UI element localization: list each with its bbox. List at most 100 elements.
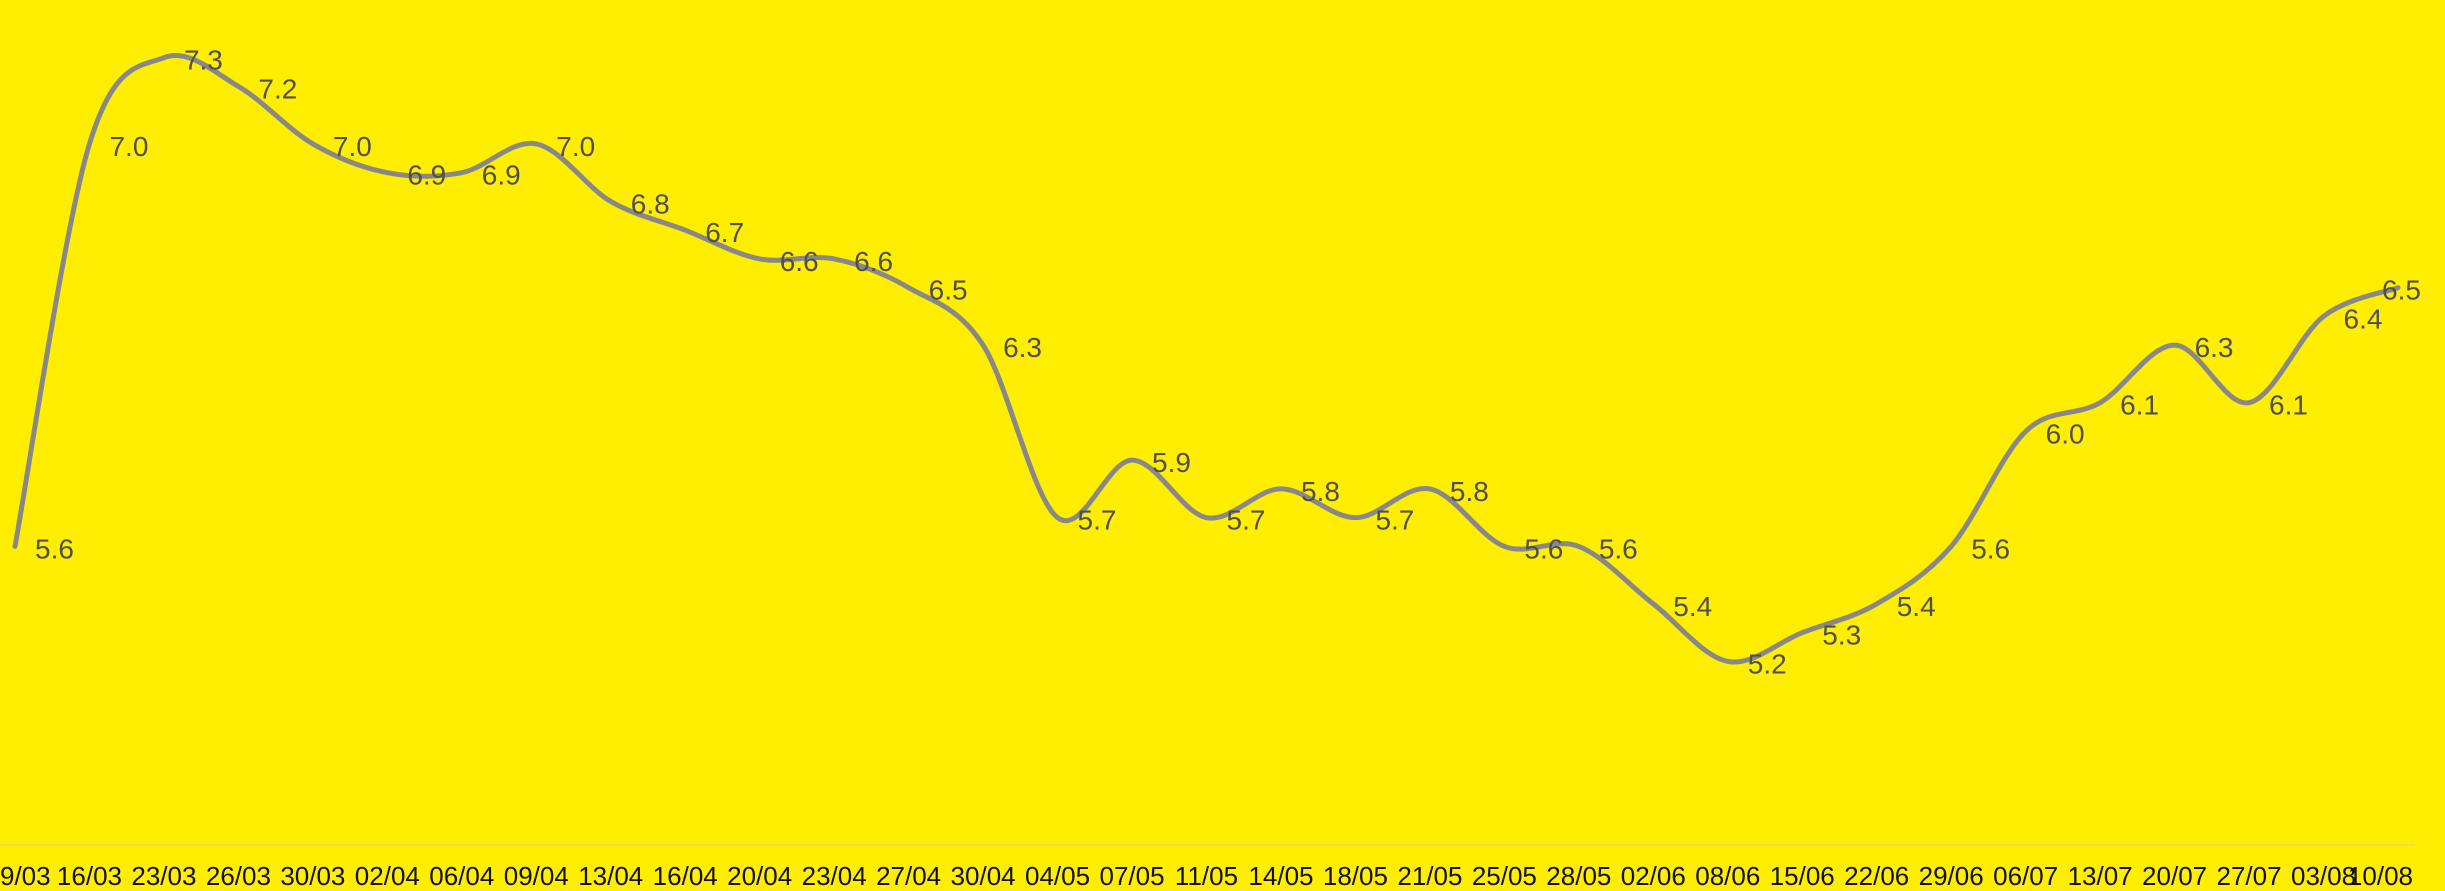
data-point <box>1725 658 1731 664</box>
data-point <box>1799 630 1805 636</box>
x-tick-label: 02/06 <box>1621 861 1686 891</box>
x-tick-label: 26/03 <box>206 861 271 891</box>
data-point <box>980 342 986 348</box>
data-point <box>235 83 241 89</box>
x-tick-label: 09/04 <box>504 861 569 891</box>
data-label: 5.9 <box>1152 447 1191 478</box>
x-tick-label: 27/07 <box>2217 861 2282 891</box>
data-label: 6.0 <box>2046 418 2085 449</box>
x-tick-label: 16/04 <box>653 861 718 891</box>
data-point <box>1129 457 1135 463</box>
data-label: 6.1 <box>2269 390 2308 421</box>
data-point <box>1427 486 1433 492</box>
data-label: 6.1 <box>2120 390 2159 421</box>
data-label: 6.5 <box>2382 275 2421 306</box>
data-point <box>2172 342 2178 348</box>
data-label: 6.6 <box>780 246 819 277</box>
data-label: 7.2 <box>258 73 297 104</box>
data-label: 5.8 <box>1450 476 1489 507</box>
data-label: 5.4 <box>1673 591 1712 622</box>
x-tick-label: 11/05 <box>1175 861 1238 891</box>
data-label: 5.4 <box>1897 591 1936 622</box>
x-tick-label: 9/03 <box>0 861 51 891</box>
x-tick-label: 30/04 <box>951 861 1016 891</box>
data-label: 7.0 <box>556 131 595 162</box>
data-point <box>1352 515 1358 521</box>
data-label: 5.3 <box>1822 620 1861 651</box>
data-point <box>1948 543 1954 549</box>
data-label: 5.8 <box>1301 476 1340 507</box>
data-label: 7.0 <box>333 131 372 162</box>
data-label: 6.3 <box>1003 332 1042 363</box>
data-labels: 5.67.07.37.27.06.9 6.97.06.86.76.6 6.66.56… <box>35 45 2421 680</box>
data-point <box>2023 428 2029 434</box>
data-label: 5.6 <box>1524 533 1563 564</box>
data-point <box>757 256 763 262</box>
data-point <box>1278 486 1284 492</box>
data-label: 5.6 <box>1599 533 1638 564</box>
data-point <box>2321 313 2327 319</box>
x-tick-label: 04/05 <box>1025 861 1090 891</box>
data-point <box>1055 515 1061 521</box>
data-label: 7.3 <box>184 45 223 76</box>
data-point <box>1576 543 1582 549</box>
x-tick-label: 28/05 <box>1546 861 1611 891</box>
x-tick-label: 13/04 <box>578 861 643 891</box>
data-point <box>459 170 465 176</box>
x-tick-label: 20/07 <box>2142 861 2207 891</box>
x-tick-label: 21/05 <box>1397 861 1462 891</box>
data-label: 6.8 <box>631 188 670 219</box>
data-point <box>533 141 539 147</box>
x-tick-label: 10/08 <box>2348 861 2413 891</box>
x-tick-label: 03/08 <box>2291 861 2356 891</box>
data-label: 5.7 <box>1375 505 1414 536</box>
data-point <box>1501 543 1507 549</box>
x-tick-label: 29/06 <box>1919 861 1984 891</box>
data-point <box>608 198 614 204</box>
x-tick-label: 06/04 <box>429 861 494 891</box>
x-tick-label: 30/03 <box>280 861 345 891</box>
data-point <box>682 227 688 233</box>
x-tick-label: 16/03 <box>57 861 122 891</box>
data-point <box>2246 400 2252 406</box>
data-point <box>831 256 837 262</box>
data-label: 6.3 <box>2195 332 2234 363</box>
x-tick-label: 25/05 <box>1472 861 1537 891</box>
data-point <box>1204 515 1210 521</box>
x-tick-label: 27/04 <box>876 861 941 891</box>
data-point <box>1874 601 1880 607</box>
data-point <box>12 543 18 549</box>
data-point <box>1650 601 1656 607</box>
data-label: 6.5 <box>929 275 968 306</box>
x-tick-label: 23/03 <box>131 861 196 891</box>
x-tick-label: 08/06 <box>1695 861 1760 891</box>
x-axis-tick-labels: 9/03 16/03 23/03 26/03 30/03 02/04 06/04 09/04 1… <box>0 861 2413 891</box>
data-label: 5.2 <box>1748 648 1787 679</box>
data-label: 6.9 <box>482 160 521 191</box>
data-label: 6.4 <box>2344 303 2383 334</box>
x-tick-label: 14/05 <box>1248 861 1313 891</box>
series-line <box>12 53 2401 665</box>
x-tick-label: 23/04 <box>802 861 867 891</box>
x-tick-label: 13/07 <box>2068 861 2133 891</box>
data-label: 6.7 <box>705 217 744 248</box>
x-tick-label: 06/07 <box>1993 861 2058 891</box>
x-tick-label: 22/06 <box>1844 861 1909 891</box>
data-point <box>2097 400 2103 406</box>
x-tick-label: 02/04 <box>355 861 420 891</box>
data-point <box>384 170 390 176</box>
data-point <box>86 141 92 147</box>
data-label: 5.7 <box>1078 505 1117 536</box>
data-label: 6.9 <box>407 160 446 191</box>
data-point <box>906 285 912 291</box>
data-point <box>310 141 316 147</box>
data-label: 6.6 <box>854 246 893 277</box>
data-point <box>161 55 167 61</box>
x-tick-label: 20/04 <box>727 861 792 891</box>
x-tick-label: 15/06 <box>1770 861 1835 891</box>
data-label: 5.6 <box>1971 533 2010 564</box>
data-label: 5.7 <box>1227 505 1266 536</box>
data-label: 5.6 <box>35 533 74 564</box>
